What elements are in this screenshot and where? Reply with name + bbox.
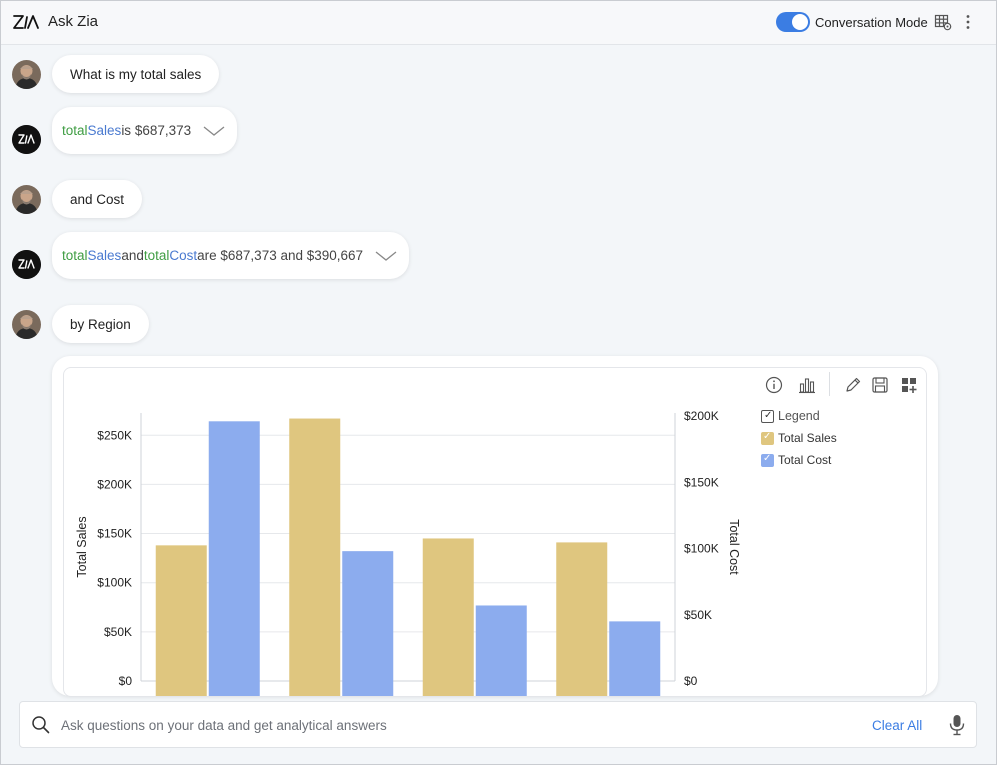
response-text: is $687,373 (121, 123, 192, 138)
user-message-text: What is my total sales (70, 66, 202, 82)
search-icon (32, 716, 50, 734)
y2-axis-title: Total Cost (727, 519, 741, 575)
save-icon[interactable] (871, 376, 889, 394)
legend-label: Total Sales (778, 431, 837, 445)
clear-all-button[interactable]: Clear All (872, 718, 923, 733)
bar-total-sales (422, 538, 474, 696)
keyword-total: total (143, 248, 170, 263)
zia-logo-icon (13, 15, 39, 29)
table-settings-icon[interactable] (934, 13, 952, 31)
response-text: are $687,373 and $390,667 (197, 248, 364, 263)
chevron-down-icon[interactable] (203, 125, 225, 137)
query-input[interactable] (61, 713, 841, 737)
y-axis-title: Total Sales (75, 516, 89, 577)
conversation-mode-toggle[interactable] (776, 12, 810, 32)
legend-title: Legend (778, 409, 820, 423)
y2-tick-label: $50K (684, 608, 712, 622)
check-icon: ✓ (763, 452, 772, 464)
bar-total-sales (556, 542, 608, 696)
add-to-dashboard-icon[interactable] (900, 376, 918, 394)
zia-avatar-icon (12, 250, 41, 279)
y-tick-label: $150K (97, 527, 132, 541)
user-avatar (12, 185, 41, 214)
check-icon: ✓ (763, 430, 772, 442)
header-bar (1, 1, 996, 45)
y-tick-label: $50K (104, 625, 132, 639)
zia-avatar-icon (12, 125, 41, 154)
y2-tick-label: $100K (684, 542, 719, 556)
y2-tick-label: $0 (684, 674, 698, 688)
response-text: and (121, 248, 144, 263)
bar-chart-icon[interactable] (798, 376, 816, 394)
user-message-text: and Cost (70, 191, 125, 207)
check-icon: ✓ (764, 409, 773, 421)
y-tick-label: $100K (97, 576, 132, 590)
zia-response-bubble: total Sales is $687,373 (52, 107, 238, 154)
legend-item-total-sales[interactable]: ✓ Total Sales (761, 431, 837, 445)
keyword-sales: Sales (87, 123, 122, 138)
y-tick-label: $0 (119, 674, 133, 688)
bar-total-cost (609, 621, 661, 696)
keyword-total: total (62, 248, 88, 263)
y2-tick-label: $150K (684, 475, 719, 489)
user-avatar (12, 310, 41, 339)
legend-toggle[interactable]: ✓ Legend (761, 409, 820, 423)
chart-container: $0 $50K $100K $150K $200K $250K $0 $50K $100K $15… (63, 367, 927, 697)
bar-chart: $0 $50K $100K $150K $200K $250K $0 $50K $100K $15… (75, 409, 741, 696)
user-message-bubble: and Cost (52, 180, 143, 218)
legend-checkbox[interactable]: ✓ (761, 409, 774, 423)
y2-tick-label: $200K (684, 409, 719, 423)
chevron-down-icon[interactable] (375, 250, 397, 262)
microphone-icon[interactable] (948, 714, 966, 736)
legend-item-total-cost[interactable]: ✓ Total Cost (761, 453, 831, 467)
conversation-mode-label: Conversation Mode (815, 15, 928, 30)
bar-total-cost (475, 605, 527, 696)
legend-label: Total Cost (778, 453, 832, 467)
user-message-bubble: What is my total sales (52, 55, 220, 93)
user-message-bubble: by Region (52, 305, 149, 343)
info-icon[interactable] (765, 376, 783, 394)
bar-total-cost (208, 421, 260, 696)
more-options-icon[interactable] (959, 13, 977, 31)
toolbar-divider (829, 372, 830, 396)
bar-total-sales (155, 545, 207, 696)
y-tick-label: $200K (97, 477, 132, 491)
legend-cost-checkbox[interactable]: ✓ (761, 452, 774, 467)
bar-total-cost (342, 551, 394, 696)
user-message-text: by Region (70, 316, 131, 332)
edit-pencil-icon[interactable] (844, 376, 862, 394)
keyword-cost: Cost (169, 248, 198, 263)
keyword-total: total (62, 123, 88, 138)
keyword-sales: Sales (87, 248, 122, 263)
user-avatar (12, 60, 41, 89)
bar-total-sales (289, 418, 341, 696)
toggle-knob (792, 14, 808, 30)
zia-response-bubble: total Sales and total Cost are $687,373 … (52, 232, 410, 279)
legend-sales-checkbox[interactable]: ✓ (761, 430, 774, 445)
app-title: Ask Zia (48, 13, 99, 30)
y-tick-label: $250K (97, 428, 132, 442)
